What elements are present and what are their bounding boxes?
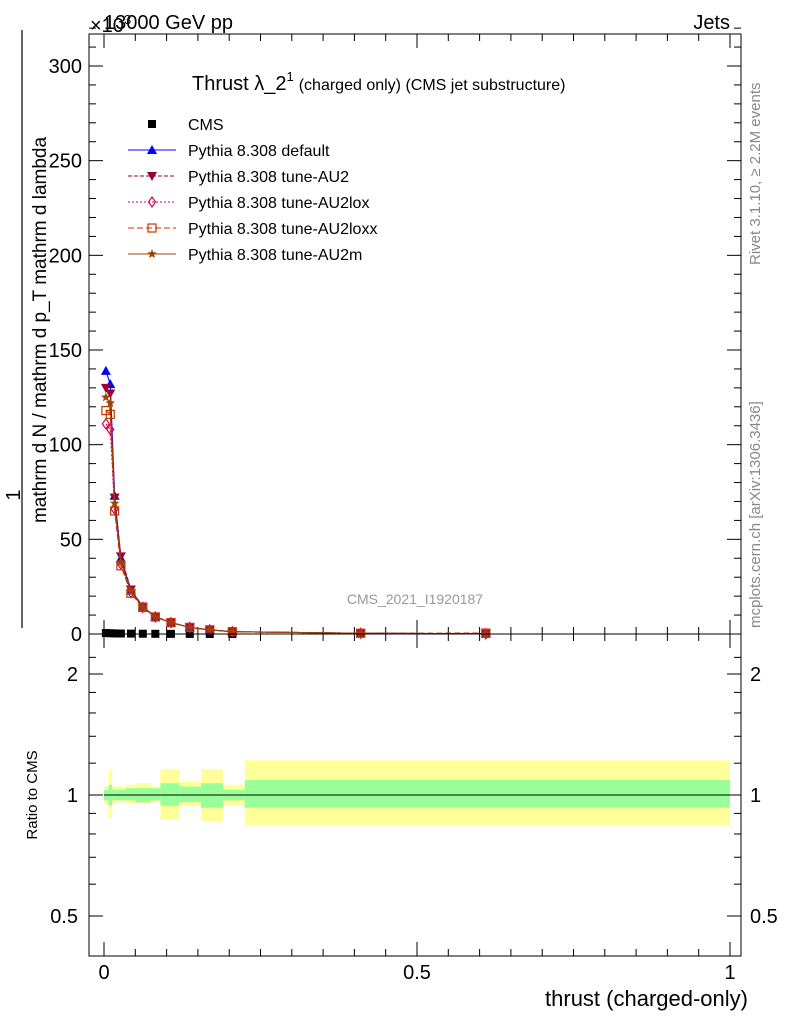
ratio-band-stat xyxy=(244,779,730,808)
series-point xyxy=(100,365,111,375)
main-y-tick-label: 150 xyxy=(49,340,82,362)
series-point xyxy=(116,557,126,567)
ratio-y-tick-label: 0.5 xyxy=(50,906,78,928)
ratio-band-stat xyxy=(179,786,202,803)
main-panel: 0 50 100 150 200 250 300 Thrust λ_21(charged o… xyxy=(49,27,742,646)
legend-item: Pythia 8.308 tune-AU2lox xyxy=(128,195,369,212)
series-point xyxy=(166,617,176,627)
series-point xyxy=(101,417,111,430)
main-ylabel-prefactor: 1 xyxy=(3,489,25,500)
series-point xyxy=(205,624,215,634)
legend: CMS Pythia 8.308 default Pythia 8.308 tune… xyxy=(128,117,377,264)
legend-item: Pythia 8.308 default xyxy=(128,143,330,160)
series-point xyxy=(101,629,110,638)
legend-label: Pythia 8.308 tune-AU2lox xyxy=(188,195,369,212)
series-point xyxy=(481,628,491,638)
bands-layer xyxy=(104,760,730,826)
ratio-x-tick-label: 1 xyxy=(724,962,735,984)
main-y-tick-label: 250 xyxy=(49,151,82,173)
legend-label: Pythia 8.308 tune-AU2loxx xyxy=(188,221,377,238)
series-point xyxy=(110,629,119,638)
series-point xyxy=(138,602,148,612)
legend-marker xyxy=(147,172,157,181)
ratio-y-tick-label-right: 0.5 xyxy=(750,906,778,928)
ratio-panel: 0.5 0.51 12 2 0 0.5 1 Ratio to CMS thrust (ch… xyxy=(24,633,778,1011)
watermark: CMS_2021_I1920187 xyxy=(347,591,483,607)
ratio-y-tick-label: 1 xyxy=(67,785,78,807)
ratio-y-tick-label-right: 2 xyxy=(750,664,761,686)
ratio-xlabel: thrust (charged-only) xyxy=(545,986,748,1011)
legend-marker xyxy=(147,145,157,154)
ratio-y-tick-label-right: 1 xyxy=(750,785,761,807)
legend-marker xyxy=(147,195,157,209)
legend-label: CMS xyxy=(188,117,224,134)
main-frame xyxy=(88,33,742,635)
ratio-band-stat xyxy=(160,783,180,806)
main-y-tick-label: 300 xyxy=(49,56,82,78)
legend-marker xyxy=(147,223,157,233)
ratio-ylabel: Ratio to CMS xyxy=(24,750,41,839)
series-5 xyxy=(101,392,491,638)
main-x-ticks xyxy=(103,34,731,634)
main-y-ticks: 0 50 100 150 200 250 300 xyxy=(49,27,741,646)
series-point xyxy=(115,552,126,562)
series-point xyxy=(150,611,161,622)
energy-label: 13000 GeV pp xyxy=(104,12,233,34)
main-y-tick-label: 200 xyxy=(49,245,82,267)
legend-label: Pythia 8.308 tune-AU2 xyxy=(188,169,349,186)
legend-item: Pythia 8.308 tune-AU2 xyxy=(128,169,349,186)
exponent-label: ×103 xyxy=(90,12,131,37)
series-point xyxy=(227,626,238,636)
ratio-y-tick-label: 2 xyxy=(67,664,78,686)
legend-marker xyxy=(147,249,157,259)
mcplots-label: mcplots.cern.ch [arXiv:1306.3436] xyxy=(747,401,764,628)
main-y-tick-label: 50 xyxy=(60,529,82,551)
series-point xyxy=(105,389,116,399)
legend-label: Pythia 8.308 tune-AU2m xyxy=(188,247,362,264)
series-point xyxy=(106,423,115,436)
ratio-band-stat xyxy=(150,788,161,801)
jets-label: Jets xyxy=(693,12,730,34)
legend-item: Pythia 8.308 tune-AU2loxx xyxy=(128,221,377,238)
series-point xyxy=(355,628,366,638)
main-title: Thrust λ_21(charged only) (CMS jet subst… xyxy=(192,69,565,95)
main-y-tick-label: 100 xyxy=(49,435,82,457)
main-ylabel-denominator: mathrm d N / mathrm d p_T mathrm d lambd… xyxy=(30,137,51,524)
series-point xyxy=(101,392,111,402)
ratio-x-ticks: 0 0.5 1 xyxy=(98,634,736,984)
series-point xyxy=(105,398,116,408)
rivet-label: Rivet 3.1.10, ≥ 2.2M events xyxy=(747,83,764,266)
legend-item: CMS xyxy=(148,117,224,134)
series-point xyxy=(109,498,120,508)
series-point xyxy=(100,383,111,393)
series-point xyxy=(185,622,195,632)
legend-label: Pythia 8.308 default xyxy=(188,143,330,160)
ratio-band-stat xyxy=(125,788,136,801)
ratio-x-tick-label: 0 xyxy=(98,962,109,984)
legend-item: Pythia 8.308 tune-AU2m xyxy=(128,247,362,264)
series-point xyxy=(126,586,136,596)
main-y-tick-label: 0 xyxy=(71,624,82,646)
legend-marker xyxy=(148,120,156,128)
ratio-x-tick-label: 0.5 xyxy=(403,962,431,984)
ratio-y-ticks: 0.5 0.5 1 1 2 2 xyxy=(50,656,778,928)
series-point xyxy=(106,629,115,638)
